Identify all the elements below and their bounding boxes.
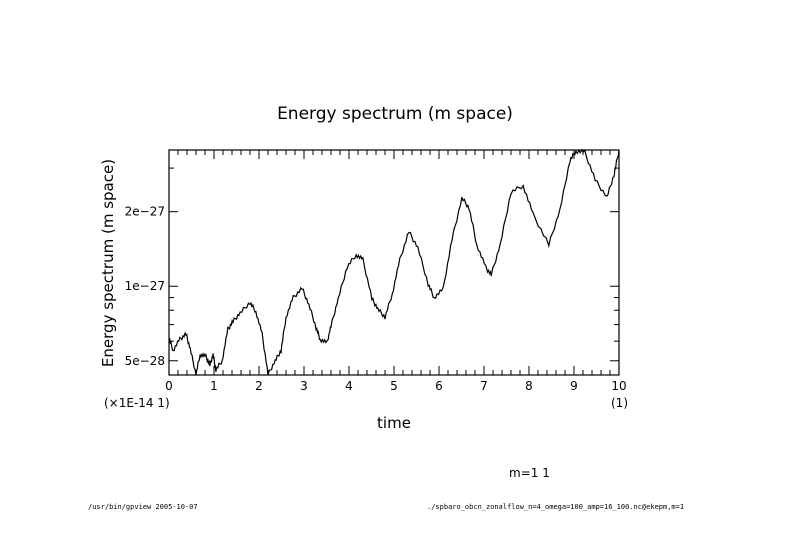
x-tick-label: 6	[435, 379, 443, 393]
x-tick-label: 9	[570, 379, 578, 393]
x-axis-tick-labels: 0 1 2 3 4 5 6 7 8 9 10	[165, 379, 626, 393]
chart-title: Energy spectrum (m space)	[277, 104, 513, 124]
footer-right: ./spbaro_obcn_zonalflow_n=4_omega=100_am…	[427, 503, 684, 511]
x-tick-label: 2	[255, 379, 263, 393]
series-line	[168, 148, 620, 376]
y-tick-label: 2e−27	[125, 205, 165, 219]
footer-left: /usr/bin/gpview 2005-10-07	[88, 503, 198, 511]
y-tick-label: 1e−27	[125, 279, 165, 293]
x-axis-label: time	[377, 414, 411, 432]
x-tick-label: 10	[611, 379, 626, 393]
x-axis-ticks	[168, 150, 620, 375]
x-tick-label: 4	[345, 379, 353, 393]
x-unit-note: (1)	[611, 396, 628, 410]
series-group	[168, 148, 620, 376]
x-tick-label: 7	[480, 379, 488, 393]
x-tick-label: 5	[390, 379, 398, 393]
y-axis-tick-labels: 5e−28 1e−27 2e−27	[125, 205, 165, 368]
x-tick-label: 1	[210, 379, 218, 393]
y-axis-label: Energy spectrum (m space)	[99, 159, 117, 367]
legend-text: m=1 1	[509, 466, 550, 480]
y-tick-label: 5e−28	[125, 354, 165, 368]
x-tick-label: 3	[300, 379, 308, 393]
x-tick-label: 0	[165, 379, 173, 393]
x-tick-label: 8	[525, 379, 533, 393]
x-scale-note: (×1E-14 1)	[104, 396, 170, 410]
